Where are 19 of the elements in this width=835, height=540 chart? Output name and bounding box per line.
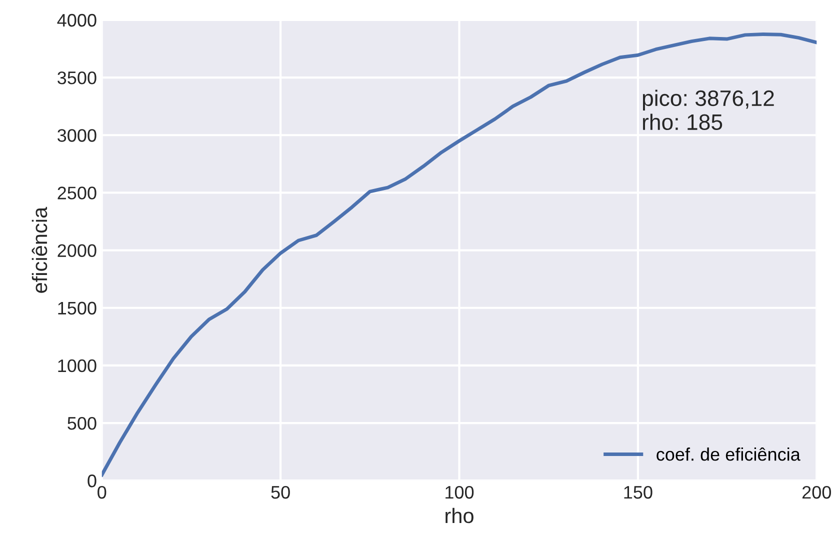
y-tick-label: 500 [68,416,96,430]
x-tick-label: 200 [802,486,831,499]
y-tick-label: 3000 [58,129,96,142]
y-tick-label: 3500 [58,71,96,84]
y-tick-label: 2000 [58,244,96,258]
annotation: pico: 3876,12 rho: 185 [642,90,774,130]
y-tick-label: 0 [88,474,96,488]
x-tick-label: 0 [98,486,106,499]
y-tick-label: 4000 [57,14,96,27]
x-tick-label: 100 [446,486,474,499]
legend-label: coef. de eficiência [656,447,800,461]
y-tick-label: 2500 [58,186,96,200]
x-tick-label: 150 [624,486,652,499]
x-tick-label: 50 [271,486,290,499]
y-tick-label: 1000 [58,359,96,372]
y-tick-label: 1500 [58,302,96,315]
y-axis-title: eficiência [32,206,48,293]
line-series [102,32,817,477]
x-axis-title: rho [446,508,474,524]
